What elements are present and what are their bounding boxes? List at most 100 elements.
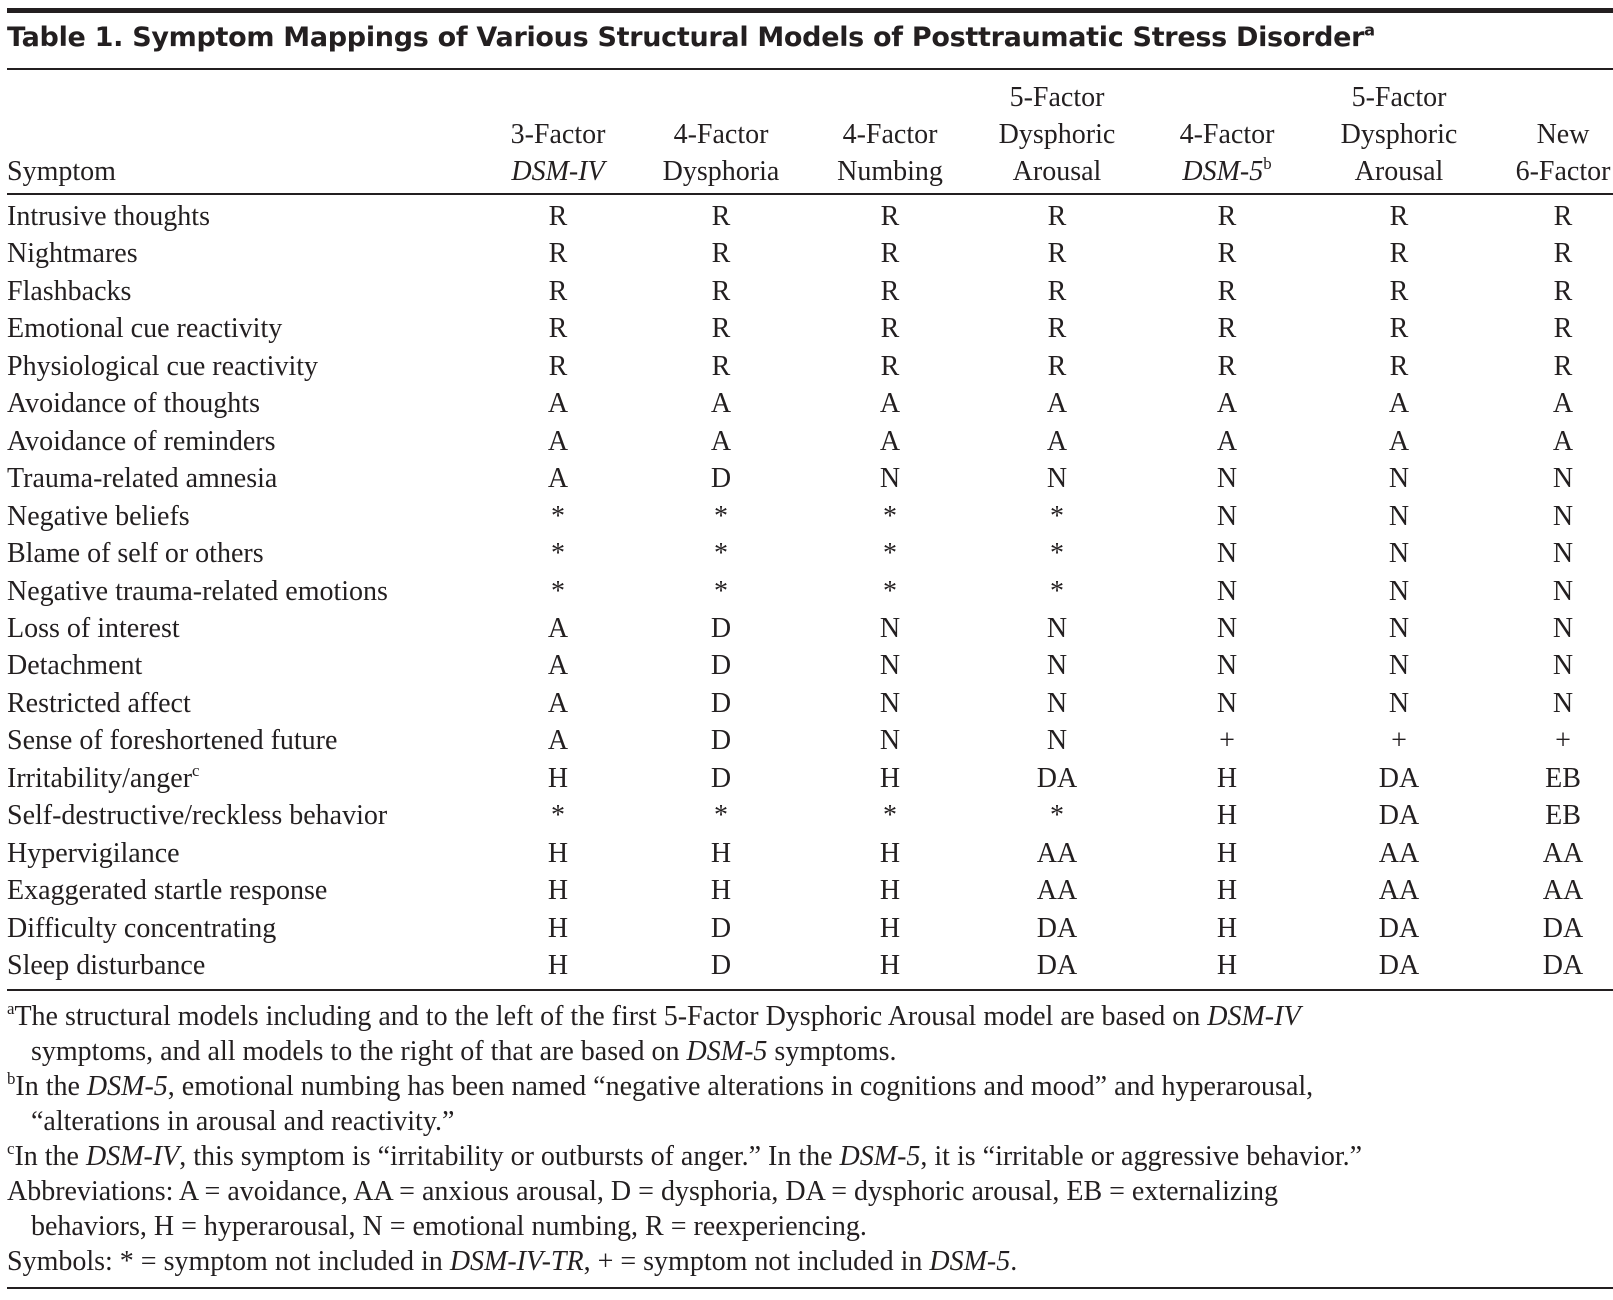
value-cell: H — [879, 875, 901, 907]
text-run: Dysphoria — [662, 156, 780, 187]
footnote-line: bIn the DSM-5, emotional numbing has bee… — [7, 1069, 1313, 1104]
text-run: Difficulty concentrating — [7, 912, 277, 944]
value-cell: AA — [1378, 875, 1420, 907]
value-cell: R — [1217, 313, 1237, 345]
symptom-cell: Physiological cue reactivity — [7, 349, 318, 385]
value-cell: R — [880, 313, 900, 345]
value-cell: DA — [1378, 800, 1420, 832]
text-run: Arousal — [1012, 156, 1102, 187]
value-cell: R — [1217, 275, 1237, 307]
text-run: DSM-IV — [511, 156, 605, 187]
text-run: DSM-IV — [85, 1141, 180, 1172]
symptom-cell: Intrusive thoughts — [7, 199, 210, 235]
column-header: Numbing — [837, 154, 943, 190]
footnote-line: Abbreviations: A = avoidance, AA = anxio… — [7, 1174, 1278, 1209]
value-cell: N — [1388, 500, 1410, 532]
value-cell: A — [710, 425, 732, 457]
value-cell: N — [1216, 575, 1238, 607]
footnote-line: Symbols: * = symptom not included in DSM… — [7, 1244, 1017, 1279]
text-run: Physiological cue reactivity — [7, 350, 319, 382]
value-cell: D — [710, 725, 732, 757]
text-run: Negative beliefs — [7, 500, 190, 532]
superscript: c — [7, 1139, 15, 1159]
text-run: Dysphoric — [998, 119, 1116, 150]
text-run: 4-Factor — [1179, 119, 1275, 150]
value-cell: N — [1388, 575, 1410, 607]
text-run: 5-Factor — [1351, 82, 1447, 113]
value-cell: R — [711, 201, 731, 232]
value-cell: * — [883, 500, 897, 532]
text-run: symptoms, and all models to the right of… — [31, 1036, 687, 1067]
text-run: DSM-5 — [86, 1071, 168, 1102]
superscript: a — [7, 999, 15, 1019]
value-cell: N — [1216, 538, 1238, 570]
value-cell: N — [1552, 687, 1574, 719]
text-run: 4-Factor — [673, 119, 769, 150]
column-header: 4-Factor — [1180, 117, 1275, 153]
value-cell: R — [548, 201, 568, 232]
symptom-cell: Blame of self or others — [7, 536, 264, 572]
text-run: Nightmares — [7, 238, 138, 270]
value-cell: R — [711, 313, 731, 345]
value-cell: A — [1388, 425, 1410, 457]
value-cell: N — [1388, 463, 1410, 495]
value-cell: AA — [1542, 875, 1584, 907]
value-cell: DA — [1036, 762, 1078, 794]
value-cell: N — [1046, 687, 1068, 719]
column-header: Symptom — [7, 154, 116, 190]
text-run: Exaggerated startle response — [7, 875, 328, 907]
value-cell: A — [1216, 425, 1238, 457]
value-cell: EB — [1545, 762, 1581, 794]
value-cell: * — [551, 575, 565, 607]
value-cell: A — [547, 463, 569, 495]
value-cell: R — [1553, 350, 1573, 382]
value-cell: H — [710, 837, 732, 869]
value-cell: H — [879, 912, 901, 944]
column-header: New — [1537, 117, 1590, 153]
value-cell: N — [1552, 612, 1574, 644]
value-cell: * — [883, 800, 897, 832]
top-rule — [7, 8, 1613, 13]
symptom-cell: Detachment — [7, 648, 142, 684]
value-cell: DA — [1378, 950, 1420, 981]
column-header: 6-Factor — [1516, 154, 1611, 190]
value-cell: N — [1216, 612, 1238, 644]
value-cell: N — [1216, 650, 1238, 682]
symptom-cell: Exaggerated startle response — [7, 873, 327, 909]
text-run: Sense of foreshortened future — [7, 725, 338, 757]
value-cell: A — [547, 388, 569, 420]
value-cell: N — [1552, 575, 1574, 607]
value-cell: N — [1552, 538, 1574, 570]
value-cell: D — [710, 762, 732, 794]
value-cell: R — [1217, 201, 1237, 232]
value-cell: N — [1388, 650, 1410, 682]
value-cell: A — [1552, 388, 1574, 420]
text-run: In the — [15, 1071, 87, 1102]
symptom-cell: Avoidance of reminders — [7, 424, 276, 460]
text-run: Hypervigilance — [7, 837, 180, 869]
symptom-cell: Self-destructive/reckless behavior — [7, 798, 387, 834]
text-run: Dysphoric — [1340, 119, 1458, 150]
value-cell: R — [711, 275, 731, 307]
value-cell: H — [1216, 875, 1238, 907]
value-cell: A — [547, 725, 569, 757]
column-header: Arousal — [1013, 154, 1102, 190]
text-run: Symbols: * = symptom not included in — [7, 1246, 450, 1277]
value-cell: A — [547, 612, 569, 644]
symptom-cell: Irritability/angerc — [7, 761, 200, 797]
value-cell: A — [879, 425, 901, 457]
value-cell: H — [547, 950, 569, 981]
text-run: Negative trauma-related emotions — [7, 575, 388, 607]
text-run: Numbing — [837, 156, 943, 187]
value-cell: + — [1219, 725, 1235, 757]
value-cell: + — [1555, 725, 1571, 757]
value-cell: H — [547, 837, 569, 869]
footnote-line: symptoms, and all models to the right of… — [31, 1034, 897, 1069]
superscript: c — [192, 760, 200, 780]
bottom-rule — [7, 1287, 1613, 1289]
value-cell: N — [1552, 463, 1574, 495]
value-cell: R — [880, 275, 900, 307]
text-run: 3-Factor — [510, 119, 606, 150]
value-cell: R — [1047, 313, 1067, 345]
symptom-cell: Nightmares — [7, 236, 138, 272]
